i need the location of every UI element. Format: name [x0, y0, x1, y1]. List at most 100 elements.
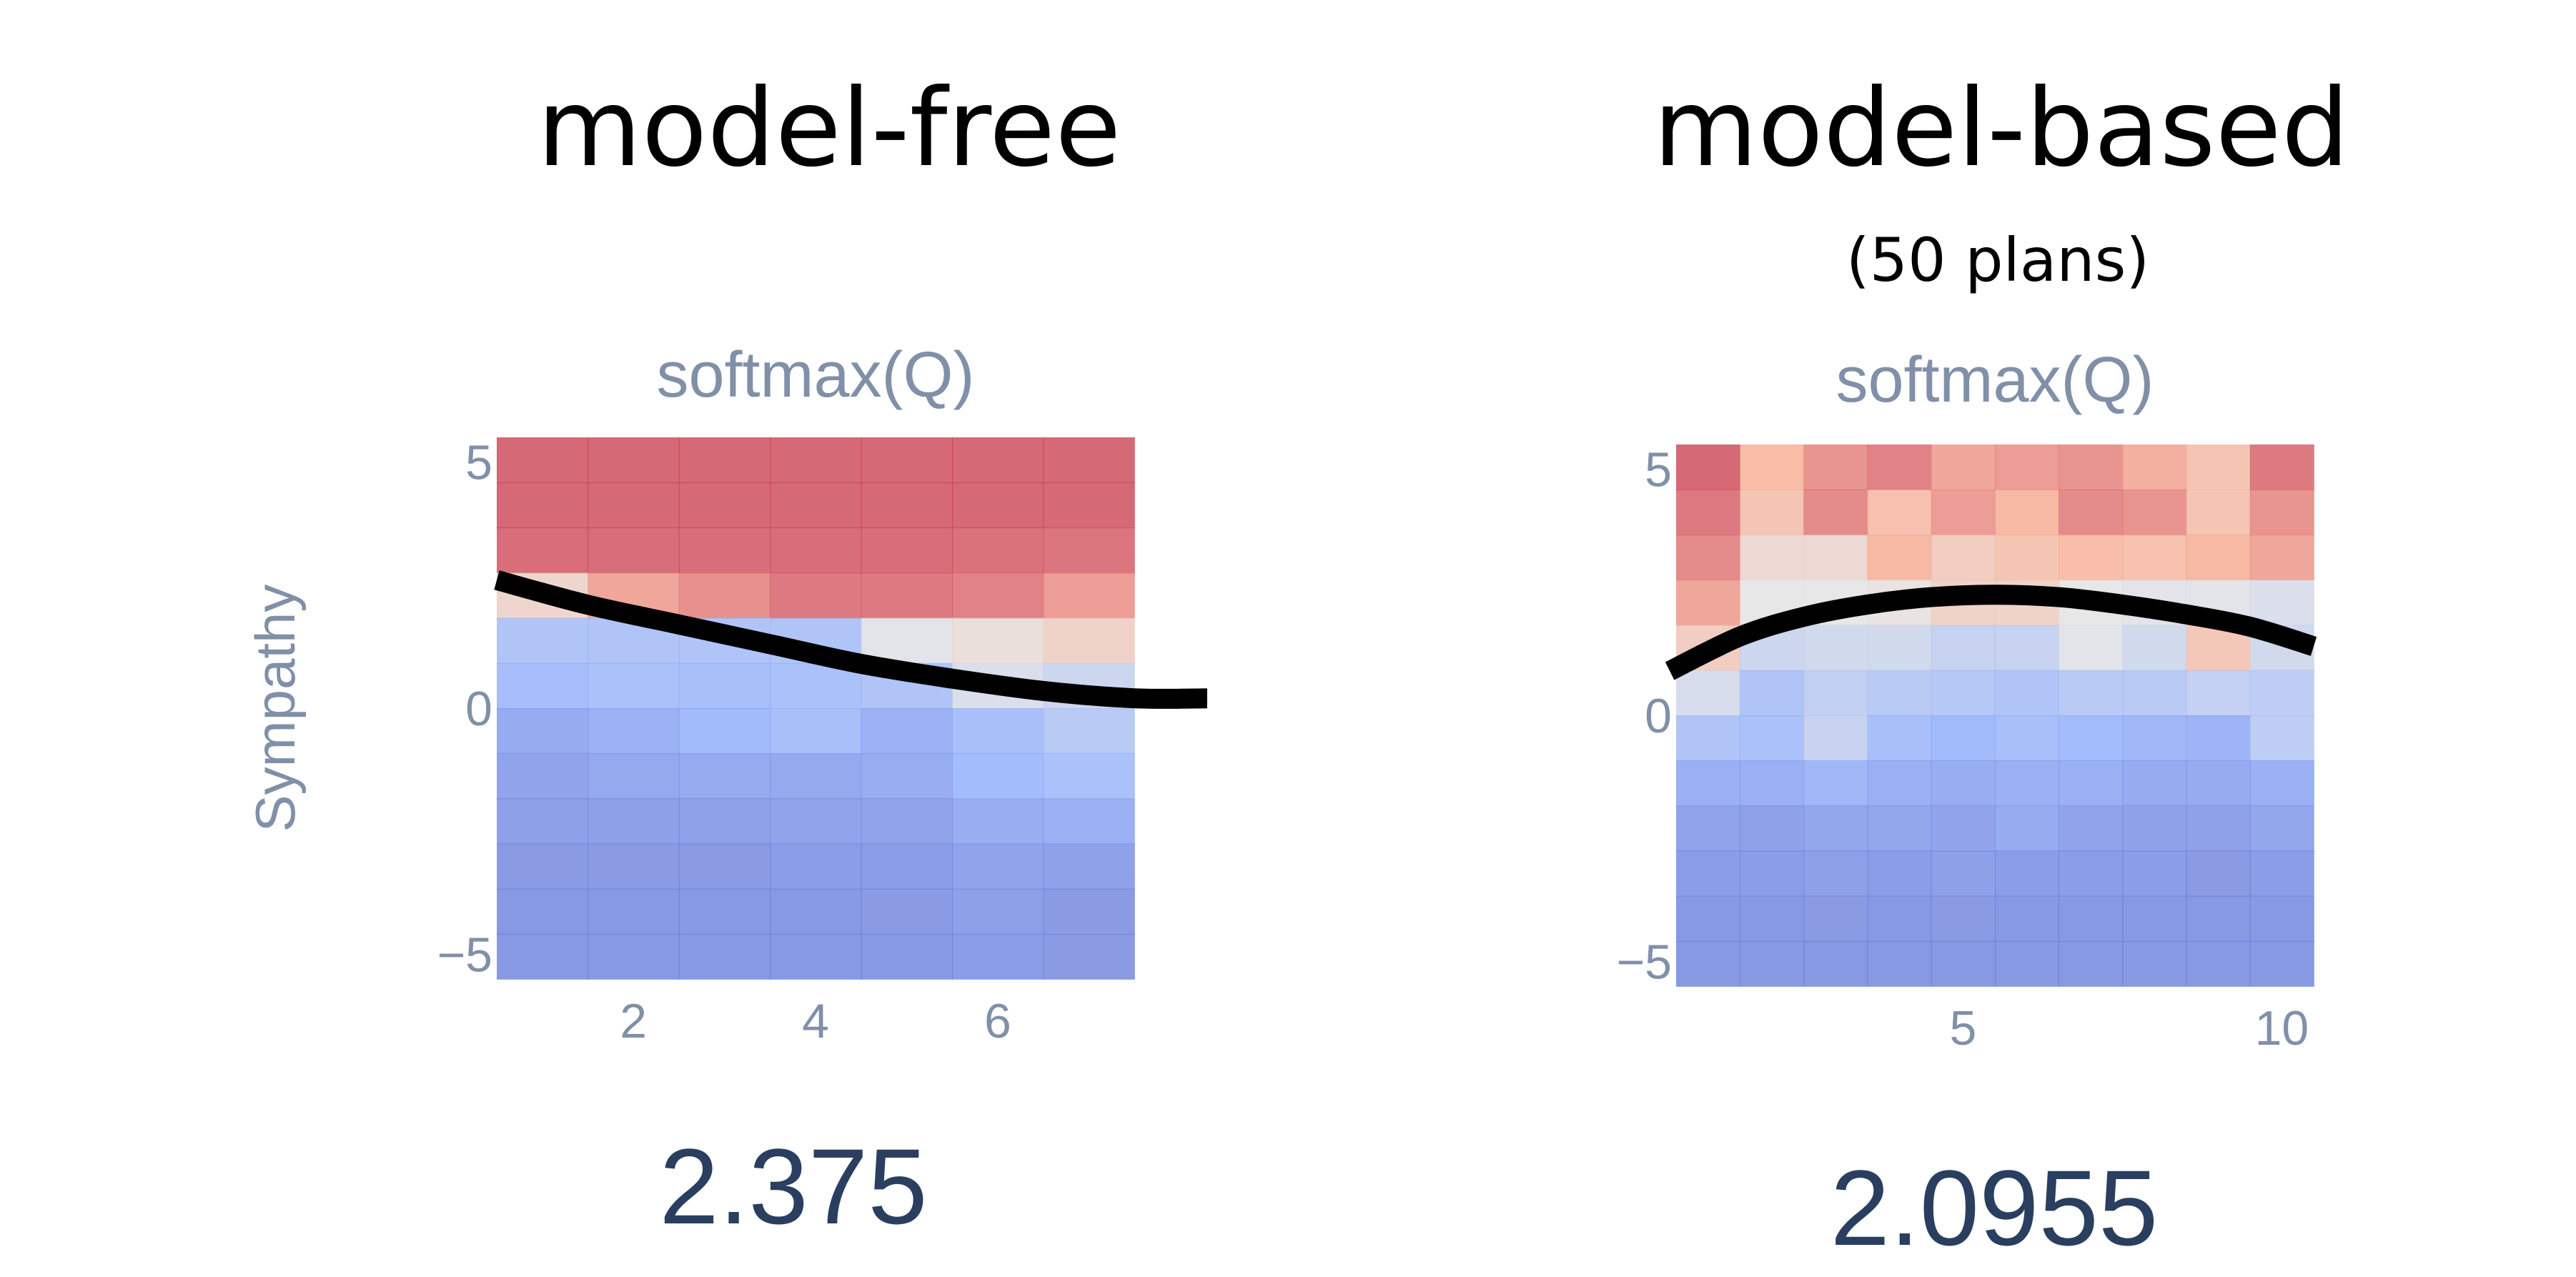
heatmap-cell: [1740, 760, 1805, 807]
heatmap-cell: [588, 437, 680, 483]
heatmap-cell: [2059, 490, 2124, 536]
heatmap-cell: [1931, 490, 1996, 536]
heatmap-cell: [2186, 490, 2251, 536]
heatmap-cell: [1995, 625, 2059, 671]
heatmap-cell: [1803, 895, 1868, 942]
heatmap-cell: [1995, 940, 2059, 987]
heatmap-cell: [861, 437, 953, 483]
heatmap-cell: [2122, 670, 2187, 716]
heatmap-cell: [588, 482, 680, 529]
heatmap-cell: [2186, 895, 2251, 942]
heatmap-cell: [2122, 490, 2187, 536]
heatmap-cell: [1803, 760, 1868, 807]
heatmap-cell: [952, 572, 1044, 619]
overlay-curve: [494, 570, 1207, 709]
heatmap-cell: [1995, 444, 2059, 490]
heatmap-cell: [1867, 760, 1932, 807]
heatmap-cell: [770, 933, 862, 980]
heatmap-cell: [588, 933, 680, 980]
heatmap-cell: [1740, 805, 1805, 852]
heatmap-cell: [1740, 670, 1805, 716]
heatmap-cell: [1803, 670, 1868, 716]
heatmap-cell: [1803, 490, 1868, 536]
heatmap-cell: [861, 617, 953, 664]
heatmap-cell: [952, 798, 1044, 845]
heatmap-cell: [2186, 715, 2251, 761]
heatmap-cell: [2122, 535, 2187, 581]
heatmap-cell: [588, 843, 680, 890]
heatmap-cell: [1740, 490, 1805, 536]
heatmap-cell: [770, 527, 862, 574]
x-tick-label: 6: [984, 994, 1011, 1048]
heatmap-cell: [770, 753, 862, 800]
heatmap-cell: [1676, 444, 1740, 490]
heatmap-cell: [497, 753, 589, 800]
heatmap-cell: [2059, 940, 2124, 987]
heatmap-cell: [2059, 895, 2124, 942]
heatmap-cell: [2122, 715, 2187, 761]
heatmap-cell: [1676, 760, 1740, 807]
x-tick-label: 2: [620, 994, 647, 1048]
heatmap-cell: [1995, 805, 2059, 852]
heatmap-cell: [1931, 535, 1996, 581]
heatmap-cell: [861, 708, 953, 754]
panel-subtitle-model-based: (50 plans): [1846, 225, 2150, 295]
heatmap-cell: [1867, 805, 1932, 852]
heatmap-cell: [678, 708, 771, 754]
heatmap-cell: [2249, 444, 2314, 490]
heatmap-cell: [678, 527, 771, 574]
heatmap-cell: [1803, 535, 1868, 581]
heatmap-cell: [1931, 670, 1996, 716]
heatmap-cell: [2186, 940, 2251, 987]
heatmap-cell: [1931, 940, 1996, 987]
y-tick-label: 0: [1645, 689, 1672, 743]
heatmap-cell: [1931, 715, 1996, 761]
heatmap-cell: [1740, 535, 1805, 581]
heatmap-cell: [678, 798, 771, 845]
heatmap-cell: [1931, 895, 1996, 942]
heatmap-cell: [1803, 850, 1868, 897]
heatmap-cell: [1803, 805, 1868, 852]
heatmap-cell: [952, 527, 1044, 574]
heatmap-cell: [952, 482, 1044, 529]
heatmap-cell: [2122, 895, 2187, 942]
heatmap-cell: [1740, 940, 1805, 987]
y-tick-label: −5: [437, 928, 492, 983]
heatmap-cell: [770, 708, 862, 754]
x-tick-label: 10: [2255, 1001, 2309, 1055]
heatmap-cell: [1931, 444, 1996, 490]
heatmap-cell: [2249, 490, 2314, 536]
heatmap-cell: [1803, 715, 1868, 761]
heatmap-cell: [2186, 805, 2251, 852]
heatmap-cell: [588, 798, 680, 845]
heatmap-cell: [1676, 670, 1740, 716]
heatmap-cell: [861, 482, 953, 529]
heatmap-cell: [2059, 805, 2124, 852]
heatmap-cell: [861, 888, 953, 935]
heatmap-cell: [1740, 444, 1805, 490]
chart-title: softmax(Q): [1836, 344, 2154, 416]
heatmap-cell: [1995, 535, 2059, 581]
heatmap-cell: [497, 482, 589, 529]
heatmap-cell: [861, 527, 953, 574]
heatmap-cell: [2249, 850, 2314, 897]
heatmap-cell: [2249, 535, 2314, 581]
heatmap-cell: [2249, 580, 2314, 626]
heatmap-cell: [2249, 760, 2314, 807]
overlay-curve: [1665, 585, 2317, 680]
heatmap-cell: [1931, 760, 1996, 807]
heatmap-cell: [497, 527, 589, 574]
heatmap-cell: [678, 437, 771, 483]
heatmap-cell: [497, 617, 589, 664]
heatmap-cell: [1740, 895, 1805, 942]
heatmap-cell: [497, 798, 589, 845]
heatmap-cell: [1931, 625, 1996, 671]
heatmap-cell: [2122, 444, 2187, 490]
heatmap-cell: [1043, 753, 1135, 800]
heatmap-cell: [1676, 805, 1740, 852]
heatmap-cell: [1676, 580, 1740, 626]
heatmap-cell: [1867, 895, 1932, 942]
heatmap-cell: [497, 708, 589, 754]
heatmap-cell: [2059, 535, 2124, 581]
panel-title-model-based: model-based: [1653, 66, 2349, 191]
